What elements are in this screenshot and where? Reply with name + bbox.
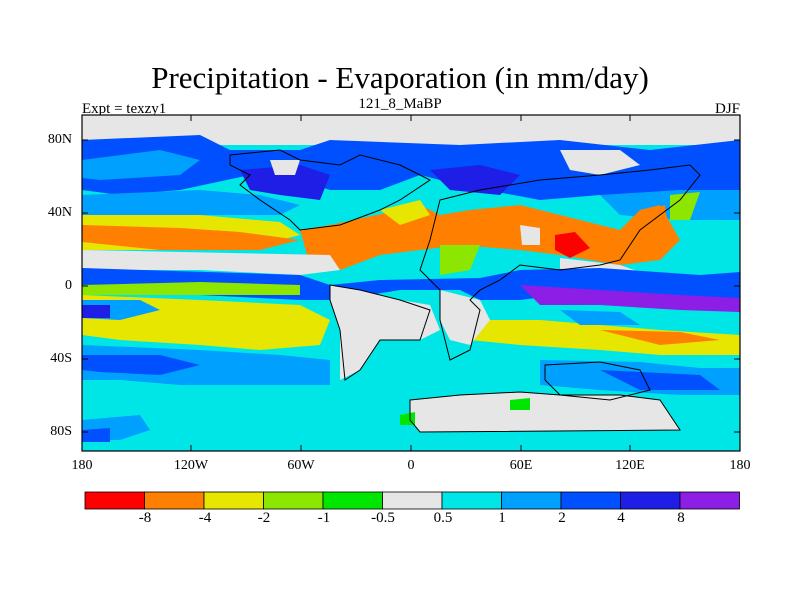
colorbar-label: -4 bbox=[198, 510, 212, 526]
y-tick-label: 80S bbox=[50, 424, 72, 439]
experiment-label: Expt = texzy1 bbox=[82, 101, 167, 117]
colorbar-box bbox=[560, 491, 621, 510]
colorbar-label: -1 bbox=[317, 510, 331, 526]
colorbar-box bbox=[84, 491, 145, 510]
x-tick-label: 60W bbox=[287, 458, 315, 473]
map-title: Precipitation - Evaporation (in mm/day) bbox=[151, 60, 649, 95]
coastlines bbox=[229, 149, 701, 433]
colorbar-box bbox=[203, 491, 264, 510]
colorbar-label: 8 bbox=[677, 510, 685, 526]
x-tick-label: 60E bbox=[509, 458, 533, 473]
season-label: DJF bbox=[714, 101, 740, 117]
x-tick-label: 180 bbox=[71, 458, 93, 473]
y-tick-label: 80N bbox=[47, 132, 72, 147]
map-field bbox=[82, 115, 740, 451]
colorbar-label: -2 bbox=[257, 510, 271, 526]
x-tick-label: 0 bbox=[407, 458, 415, 473]
colorbar-box bbox=[620, 491, 681, 510]
colorbar-box bbox=[382, 491, 443, 510]
colorbar-label: -0.5 bbox=[371, 510, 395, 526]
x-tick-label: 180 bbox=[729, 458, 751, 473]
colorbar-box bbox=[679, 491, 740, 510]
colorbar-label: -8 bbox=[138, 510, 152, 526]
colorbar bbox=[84, 491, 740, 510]
colorbar-label: 1 bbox=[498, 510, 506, 526]
y-tick-label: 40S bbox=[50, 351, 72, 366]
x-tick-label: 120E bbox=[615, 458, 645, 473]
colorbar-label: 2 bbox=[558, 510, 566, 526]
colorbar-label: 0.5 bbox=[433, 510, 453, 526]
y-tick-label: 40N bbox=[47, 205, 72, 220]
colorbar-box bbox=[144, 491, 205, 510]
colorbar-label: 4 bbox=[617, 510, 625, 526]
colorbar-box bbox=[441, 491, 502, 510]
colorbar-box bbox=[322, 491, 383, 510]
colorbar-box bbox=[263, 491, 324, 510]
colorbar-box bbox=[501, 491, 562, 510]
period-label: 121_8_MaBP bbox=[358, 96, 442, 112]
axis-ticks bbox=[82, 115, 740, 451]
y-tick-label: 0 bbox=[65, 278, 72, 293]
x-tick-label: 120W bbox=[173, 458, 209, 473]
